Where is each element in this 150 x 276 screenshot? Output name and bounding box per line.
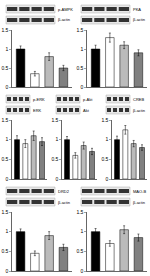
svg-text:1: 1 xyxy=(56,136,59,142)
svg-text:β-actin: β-actin xyxy=(133,17,145,22)
svg-text:0.5: 0.5 xyxy=(1,156,8,162)
svg-text:1.5: 1.5 xyxy=(1,27,8,33)
svg-text:0.5: 0.5 xyxy=(76,65,83,71)
svg-text:β-actin: β-actin xyxy=(58,200,70,205)
svg-text:MAO-B: MAO-B xyxy=(133,189,146,194)
svg-text:0.5: 0.5 xyxy=(76,248,83,254)
svg-text:1.5: 1.5 xyxy=(51,117,58,123)
svg-text:β-actin: β-actin xyxy=(133,108,145,113)
svg-text:0.5: 0.5 xyxy=(1,248,8,254)
svg-text:p-AMPK: p-AMPK xyxy=(58,7,73,12)
svg-text:β-actin: β-actin xyxy=(133,200,145,205)
svg-text:β-actin: β-actin xyxy=(58,17,70,22)
svg-text:1: 1 xyxy=(81,46,84,52)
svg-text:1: 1 xyxy=(6,46,9,52)
svg-text:1.5: 1.5 xyxy=(1,117,8,123)
svg-text:0: 0 xyxy=(81,84,84,90)
svg-text:1.5: 1.5 xyxy=(101,117,108,123)
svg-text:ERK: ERK xyxy=(33,108,42,113)
svg-text:1: 1 xyxy=(6,228,9,234)
svg-text:0: 0 xyxy=(56,176,59,182)
svg-text:0: 0 xyxy=(6,84,9,90)
svg-text:0: 0 xyxy=(6,176,9,182)
svg-text:p-Akt: p-Akt xyxy=(83,97,93,102)
svg-text:1.5: 1.5 xyxy=(76,27,83,33)
svg-text:0: 0 xyxy=(81,268,84,274)
svg-text:0: 0 xyxy=(6,268,9,274)
svg-text:Akt: Akt xyxy=(83,108,90,113)
svg-text:1.5: 1.5 xyxy=(76,209,83,215)
svg-text:1: 1 xyxy=(106,136,109,142)
svg-text:PKA: PKA xyxy=(133,7,141,12)
svg-text:1.5: 1.5 xyxy=(1,209,8,215)
svg-text:1: 1 xyxy=(81,228,84,234)
svg-text:1: 1 xyxy=(6,136,9,142)
svg-text:0.5: 0.5 xyxy=(51,156,58,162)
svg-text:0: 0 xyxy=(106,176,109,182)
svg-text:CREB: CREB xyxy=(133,97,144,102)
svg-text:DRD2: DRD2 xyxy=(58,189,70,194)
svg-text:0.5: 0.5 xyxy=(101,156,108,162)
svg-text:0.5: 0.5 xyxy=(1,65,8,71)
svg-text:p-ERK: p-ERK xyxy=(33,97,45,102)
